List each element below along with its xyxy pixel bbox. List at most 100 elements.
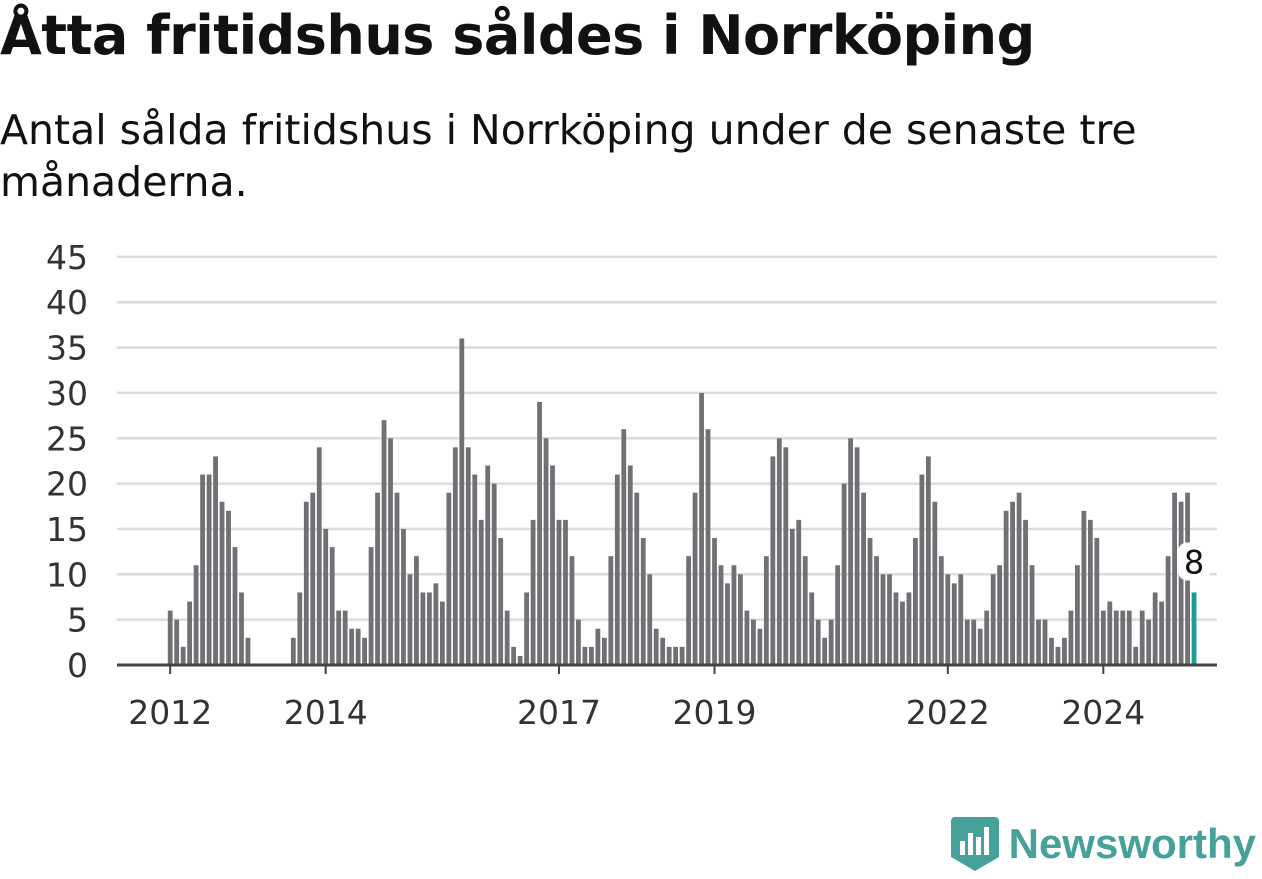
bar bbox=[951, 583, 957, 665]
bar bbox=[355, 628, 361, 665]
bar bbox=[576, 619, 581, 665]
bar bbox=[854, 447, 860, 665]
bar bbox=[491, 483, 497, 665]
bar bbox=[627, 465, 633, 665]
bar bbox=[614, 474, 620, 665]
bar bbox=[336, 610, 342, 665]
bar bbox=[349, 628, 355, 665]
bar bbox=[472, 474, 478, 665]
bar bbox=[1146, 619, 1152, 665]
bar bbox=[621, 429, 627, 665]
y-tick-label: 0 bbox=[67, 646, 88, 685]
bar bbox=[511, 646, 517, 665]
bar bbox=[290, 637, 296, 665]
data-label: 8 bbox=[1184, 543, 1204, 581]
bar bbox=[297, 592, 303, 665]
bar bbox=[861, 492, 866, 665]
bar bbox=[880, 574, 886, 665]
bar bbox=[414, 556, 419, 665]
bar bbox=[1068, 610, 1074, 665]
bar bbox=[1016, 492, 1022, 665]
bar bbox=[938, 556, 944, 665]
bar bbox=[478, 519, 484, 665]
bar bbox=[705, 429, 711, 665]
bar bbox=[1087, 519, 1093, 665]
bar bbox=[498, 538, 504, 665]
chart-subtitle: Antal sålda fritidshus i Norrköping unde… bbox=[0, 106, 1137, 206]
bar bbox=[427, 592, 432, 665]
bar bbox=[608, 556, 614, 665]
y-tick-label: 45 bbox=[46, 238, 88, 277]
bar bbox=[900, 601, 905, 665]
bar bbox=[1081, 510, 1087, 665]
bar bbox=[589, 646, 594, 665]
bar bbox=[874, 556, 879, 665]
bar bbox=[381, 420, 387, 665]
bar bbox=[569, 556, 575, 665]
bar bbox=[1023, 519, 1028, 665]
newsworthy-logo-icon bbox=[950, 817, 999, 871]
bar bbox=[1172, 492, 1177, 665]
bar bbox=[1152, 592, 1158, 665]
bar bbox=[634, 492, 640, 665]
bar bbox=[738, 574, 743, 665]
bar bbox=[893, 592, 899, 665]
bar bbox=[550, 465, 555, 665]
y-tick-label: 5 bbox=[67, 601, 88, 640]
bar bbox=[316, 447, 322, 665]
bar bbox=[712, 538, 717, 665]
y-tick-label: 30 bbox=[46, 374, 88, 413]
x-tick-label: 2017 bbox=[517, 693, 601, 732]
bar bbox=[1003, 510, 1009, 665]
bar bbox=[867, 538, 873, 665]
bar bbox=[1075, 565, 1080, 665]
bar bbox=[543, 438, 549, 665]
bar bbox=[1094, 538, 1100, 665]
bar bbox=[420, 592, 426, 665]
bar bbox=[232, 547, 238, 665]
bar bbox=[303, 501, 309, 665]
bar bbox=[200, 474, 205, 665]
bar bbox=[375, 492, 380, 665]
bar bbox=[439, 601, 445, 665]
bar bbox=[958, 574, 964, 665]
y-tick-label: 35 bbox=[46, 329, 88, 368]
bar bbox=[582, 646, 588, 665]
bar bbox=[465, 447, 471, 665]
bar bbox=[368, 547, 374, 665]
bar bbox=[731, 565, 737, 665]
bar bbox=[206, 474, 212, 665]
y-tick-label: 20 bbox=[46, 465, 88, 504]
bar bbox=[640, 538, 646, 665]
bar bbox=[452, 447, 458, 665]
bar bbox=[679, 646, 685, 665]
y-tick-label: 15 bbox=[46, 510, 88, 549]
bar bbox=[323, 528, 329, 665]
bar bbox=[997, 565, 1003, 665]
bar bbox=[835, 565, 841, 665]
chart-title: Åtta fritidshus såldes i Norrköping bbox=[0, 4, 1035, 67]
bar bbox=[815, 619, 821, 665]
bar bbox=[213, 456, 218, 665]
bar bbox=[239, 592, 244, 665]
bar bbox=[990, 574, 996, 665]
x-tick-label: 2012 bbox=[128, 693, 212, 732]
bar bbox=[783, 447, 789, 665]
bar bbox=[686, 556, 691, 665]
bar bbox=[1113, 610, 1119, 665]
bar bbox=[848, 438, 853, 665]
bar bbox=[977, 628, 983, 665]
bar bbox=[1055, 646, 1061, 665]
x-tick-label: 2024 bbox=[1061, 693, 1145, 732]
bar bbox=[245, 637, 251, 665]
bar bbox=[660, 637, 666, 665]
bar bbox=[802, 556, 808, 665]
bar bbox=[757, 628, 763, 665]
bar bbox=[828, 619, 834, 665]
bar bbox=[647, 574, 653, 665]
bar bbox=[362, 637, 367, 665]
bar bbox=[913, 538, 918, 665]
bar bbox=[524, 592, 529, 665]
bar bbox=[796, 519, 802, 665]
y-tick-label: 40 bbox=[46, 283, 88, 322]
